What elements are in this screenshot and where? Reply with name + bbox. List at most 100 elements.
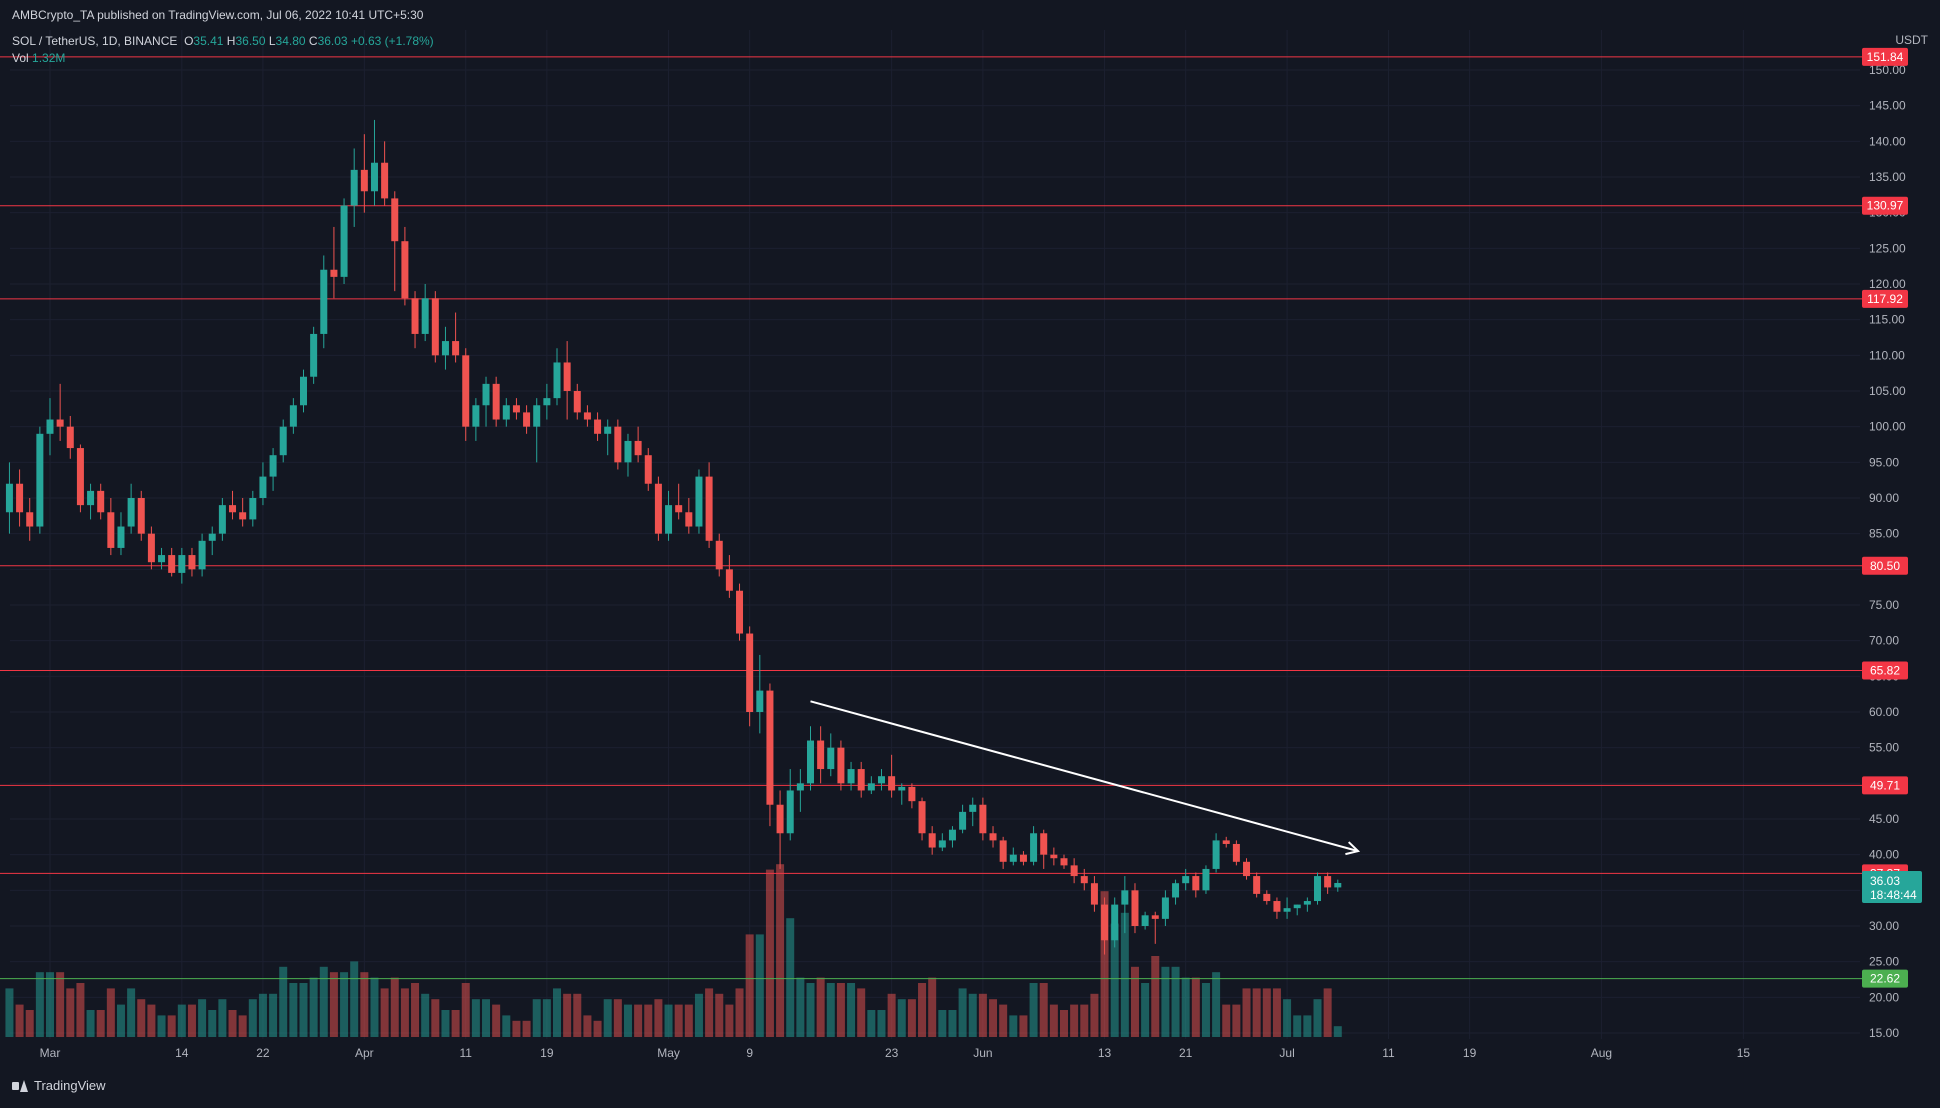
candle-body [746, 633, 754, 712]
time-axis[interactable]: Mar 14 22 Apr 11 19 May 9 23 Jun 13 21 Jul 11 19 Aug 15 [40, 1046, 1751, 1060]
volume-bar [411, 983, 420, 1037]
candle-body [239, 512, 247, 520]
candle-body [827, 747, 835, 770]
candle-body [796, 783, 804, 791]
volume-bar [1080, 1004, 1089, 1037]
candle-body [1273, 901, 1281, 912]
volume-bar [238, 1015, 247, 1037]
candle-body [452, 341, 460, 356]
volume-bar [208, 1010, 217, 1037]
volume-bar [218, 999, 227, 1037]
time-tick-label: 15 [1737, 1046, 1751, 1060]
candle-body [1070, 865, 1078, 877]
level-price-label: 49.71 [1870, 778, 1900, 792]
volume-bar [1333, 1026, 1342, 1037]
volume-bar [918, 983, 927, 1037]
volume-bar [461, 983, 470, 1037]
price-tick-label: 135.00 [1869, 170, 1906, 184]
candle-body [1182, 876, 1190, 884]
volume-bar [390, 977, 399, 1037]
symbol-name[interactable]: SOL / TetherUS, 1D, BINANCE [12, 34, 178, 48]
candle-body [76, 448, 84, 506]
volume-bar [1171, 966, 1180, 1037]
candle-body [289, 405, 297, 427]
volume-bar [258, 993, 267, 1037]
volume-value: 1.32M [32, 51, 66, 65]
volume-bar [674, 1004, 683, 1037]
volume-bar [1110, 923, 1119, 1037]
time-tick-label: 11 [1382, 1046, 1395, 1060]
horizontal-levels [0, 56, 1862, 980]
price-tick-label: 70.00 [1869, 634, 1899, 648]
candle-body [269, 455, 277, 477]
candle-body [198, 540, 206, 570]
candle-body [1232, 843, 1240, 862]
candle-body [340, 205, 348, 277]
volume-bar [664, 1004, 673, 1037]
time-tick-label: May [657, 1046, 680, 1060]
candle-body [1161, 897, 1169, 919]
candle-body [87, 490, 95, 506]
volume-bar [1212, 972, 1221, 1037]
volume-bar [938, 1010, 947, 1037]
candle-body [837, 747, 845, 784]
volume-bar [46, 972, 54, 1037]
volume-bar [116, 1004, 125, 1037]
candle-body [1050, 854, 1058, 859]
candle-body [857, 769, 865, 791]
volume-bar [897, 999, 906, 1037]
candle-body [1283, 908, 1291, 912]
tradingview-footer[interactable]: TradingView [12, 1078, 106, 1093]
candle-body [888, 776, 896, 791]
candle-body [1121, 890, 1129, 905]
candle-body [847, 769, 855, 784]
candle-body [208, 533, 216, 541]
candle-body [543, 398, 551, 406]
time-tick-label: 11 [460, 1046, 473, 1060]
trendline-drawing[interactable] [810, 700, 1361, 856]
symbol-legend[interactable]: SOL / TetherUS, 1D, BINANCE O35.41 H36.5… [12, 34, 434, 48]
volume-bar [573, 993, 582, 1037]
volume-bar [370, 977, 379, 1037]
candlesticks [5, 119, 1342, 955]
volume-bar [15, 1004, 24, 1037]
price-axis[interactable]: USDT15.0020.0025.0030.0035.0040.0045.005… [1862, 33, 1929, 1040]
candle-body [350, 169, 358, 206]
candle-body [1141, 915, 1149, 926]
time-tick-label: Jun [973, 1046, 992, 1060]
volume-bar [532, 999, 541, 1037]
candle-body [928, 833, 936, 848]
volume-bar [329, 972, 338, 1037]
candle-body [867, 783, 875, 791]
price-tick-label: 25.00 [1869, 955, 1899, 969]
candle-body [583, 412, 591, 420]
volume-bar [1242, 988, 1251, 1037]
candle-body [320, 269, 328, 334]
volume-legend[interactable]: Vol 1.32M [12, 51, 65, 65]
level-price-badge [1862, 556, 1908, 575]
volume-bar [299, 983, 308, 1037]
volume-bar [1293, 1015, 1302, 1037]
candle-body [766, 690, 774, 805]
candle-body [168, 555, 176, 573]
volume-bar [492, 1004, 501, 1037]
volume-bar [847, 983, 856, 1037]
time-tick-label: 22 [256, 1046, 270, 1060]
candle-body [360, 169, 368, 192]
close-value: 36.03 [317, 34, 348, 48]
candle-body [563, 362, 571, 391]
volume-bar [654, 999, 663, 1037]
time-tick-label: Mar [40, 1046, 61, 1060]
candle-body [756, 690, 764, 712]
candle-body [158, 555, 166, 563]
volume-bar [421, 993, 430, 1037]
candle-body [665, 505, 673, 534]
level-price-badge [1862, 196, 1908, 215]
candle-body [533, 405, 541, 427]
candle-body [1212, 840, 1220, 869]
candle-body [634, 440, 642, 456]
candle-body [178, 555, 186, 573]
volume-label: Vol [12, 51, 29, 65]
